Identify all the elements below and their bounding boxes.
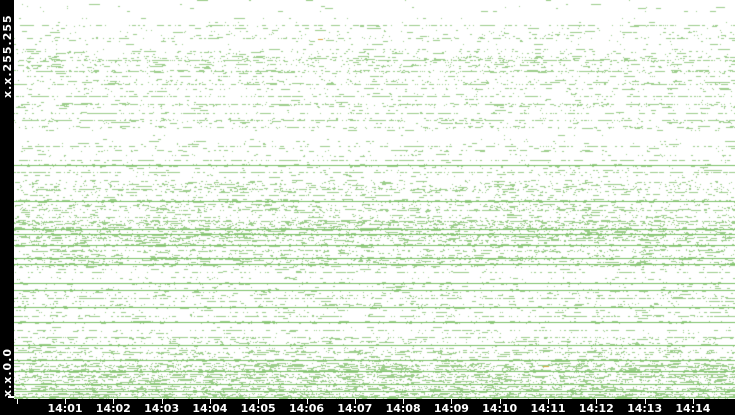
x-axis-tick bbox=[161, 399, 163, 404]
x-axis-tick-label: 14:05 bbox=[240, 401, 276, 415]
x-axis-tick-label: 14:04 bbox=[192, 401, 228, 415]
x-axis-tick-label: 14:09 bbox=[433, 401, 469, 415]
x-axis-tick bbox=[548, 399, 549, 404]
x-axis-tick-label: 14:13 bbox=[627, 401, 663, 415]
x-axis-tick-label: 14:07 bbox=[337, 401, 373, 415]
scatter-plot-canvas bbox=[14, 0, 735, 399]
x-axis-tick bbox=[403, 399, 405, 404]
x-axis-tick bbox=[16, 399, 18, 404]
x-axis-tick-label: 14:01 bbox=[47, 401, 83, 415]
y-axis: x.x.255.255 x.x.0.0 bbox=[0, 0, 14, 399]
x-axis-tick-label: 14:02 bbox=[95, 401, 131, 415]
y-axis-label-top: x.x.255.255 bbox=[1, 14, 14, 98]
x-axis-tick-label: 14:12 bbox=[578, 401, 614, 415]
x-axis-tick bbox=[354, 399, 356, 404]
x-axis-tick bbox=[209, 399, 211, 404]
x-axis-tick bbox=[644, 399, 646, 404]
x-axis-tick bbox=[451, 399, 453, 404]
y-axis-label-bottom: x.x.0.0 bbox=[1, 347, 14, 397]
y-axis-origin-tick bbox=[8, 396, 14, 398]
x-axis-tick-label: 14:11 bbox=[530, 401, 566, 415]
x-axis-tick bbox=[499, 399, 501, 404]
x-axis-tick-label: 14:10 bbox=[482, 401, 518, 415]
x-axis-tick-label: 14:14 bbox=[675, 401, 711, 415]
x-axis-tick bbox=[258, 399, 260, 404]
x-axis-tick bbox=[65, 399, 66, 404]
x-axis-tick-label: 14:06 bbox=[288, 401, 325, 415]
x-axis-tick bbox=[692, 399, 694, 404]
x-axis: 14:01 14:02 14:03 14:04 14:05 14:06 14:07 14:08… bbox=[0, 399, 735, 415]
x-axis-tick-label: 14:03 bbox=[144, 401, 180, 415]
x-axis-tick bbox=[113, 399, 115, 404]
x-axis-tick bbox=[596, 399, 598, 404]
x-axis-tick bbox=[306, 399, 308, 404]
x-axis-tick-label: 14:08 bbox=[385, 401, 421, 415]
